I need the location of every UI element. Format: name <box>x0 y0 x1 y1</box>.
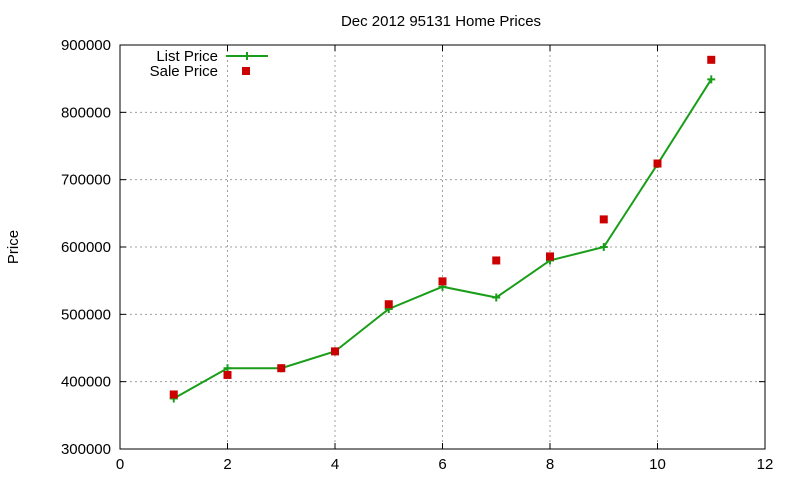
axes: 0 2 4 6 8 10 12 300000 400000 500000 600000 700000 8… <box>61 37 773 473</box>
x-tick-label: 10 <box>649 456 666 473</box>
x-tick-label: 4 <box>331 456 339 473</box>
y-tick-label: 700000 <box>61 172 111 189</box>
legend-label: Sale Price <box>150 63 218 80</box>
plot-frame <box>119 44 766 450</box>
plot-area <box>169 55 716 403</box>
chart-title: Dec 2012 95131 Home Prices <box>341 13 541 30</box>
grid <box>120 45 765 449</box>
series-list-price <box>169 75 716 403</box>
data-point-square <box>599 215 608 224</box>
y-tick-label: 900000 <box>61 37 111 54</box>
y-tick-label: 600000 <box>61 239 111 256</box>
data-point-plus <box>599 243 608 251</box>
legend-label: List Price <box>156 48 218 65</box>
data-point-plus <box>707 75 716 84</box>
y-tick-label: 500000 <box>61 306 111 323</box>
data-point-square <box>169 390 178 399</box>
y-tick-label: 800000 <box>61 104 111 121</box>
data-point-square <box>438 277 447 286</box>
data-point-square <box>653 159 662 168</box>
data-point-plus <box>223 364 232 373</box>
x-tick-label: 0 <box>116 456 124 473</box>
data-point-square <box>707 55 716 64</box>
data-point-square <box>546 252 554 261</box>
data-point-plus <box>492 293 501 302</box>
series-sale-price <box>169 55 716 399</box>
legend-plus-marker <box>243 52 251 60</box>
data-point-square <box>384 300 393 309</box>
x-tick-label: 12 <box>757 456 774 473</box>
data-point-square <box>331 347 339 356</box>
y-tick-label: 400000 <box>61 374 111 391</box>
data-point-square <box>223 370 232 379</box>
y-tick-label: 300000 <box>61 441 111 458</box>
data-point-square <box>277 364 286 373</box>
data-point-square <box>492 256 501 265</box>
x-tick-label: 2 <box>223 456 231 473</box>
y-axis-label: Price <box>5 230 22 264</box>
legend-square-marker <box>242 67 250 75</box>
x-tick-label: 6 <box>438 456 446 473</box>
x-tick-label: 8 <box>546 456 554 473</box>
